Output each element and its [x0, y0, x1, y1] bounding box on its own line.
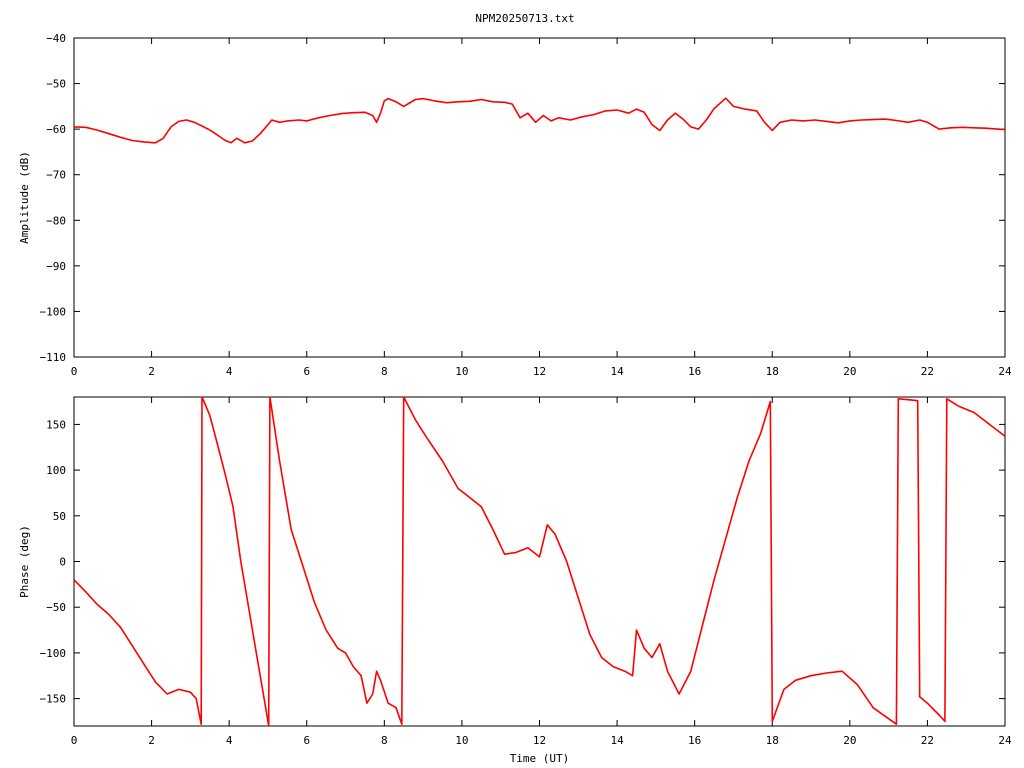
phase-plot-frame: [73, 396, 1006, 727]
phase-y-axis-label: Phase (deg): [18, 525, 31, 598]
amplitude-y-tick-label: −50: [46, 78, 66, 91]
phase-x-tick-label: 20: [843, 734, 856, 747]
phase-x-tick-label: 24: [998, 734, 1012, 747]
amplitude-x-tick-label: 18: [766, 365, 779, 378]
amplitude-y-tick-label: −40: [46, 32, 66, 45]
phase-x-tick-label: 14: [610, 734, 624, 747]
phase-x-tick-label: 22: [921, 734, 934, 747]
amplitude-y-axis-label: Amplitude (dB): [18, 151, 31, 244]
phase-x-tick-label: 6: [303, 734, 310, 747]
amplitude-x-tick-label: 22: [921, 365, 934, 378]
amplitude-series-line: [73, 97, 1006, 144]
phase-panel: 0 2 4 6 8 10 12 14 16 18 20 22 24−150−100−5005010015…: [18, 396, 1012, 765]
phase-x-tick-label: 0: [71, 734, 78, 747]
phase-x-tick-label: 18: [766, 734, 779, 747]
amplitude-x-tick-label: 4: [226, 365, 233, 378]
amplitude-y-tick-label: −70: [46, 169, 66, 182]
amplitude-x-tick-label: 20: [843, 365, 856, 378]
phase-y-tick-label: 100: [46, 464, 66, 477]
amplitude-x-tick-label: 10: [455, 365, 468, 378]
phase-x-tick-label: 2: [148, 734, 155, 747]
chart-title: NPM20250713.txt: [475, 12, 574, 25]
amplitude-x-tick-label: 0: [71, 365, 78, 378]
phase-x-tick-label: 10: [455, 734, 468, 747]
amplitude-x-tick-label: 12: [533, 365, 546, 378]
phase-y-tick-label: −150: [40, 693, 67, 706]
phase-y-tick-label: 50: [53, 510, 66, 523]
amplitude-y-tick-label: −110: [40, 351, 67, 364]
amplitude-x-tick-label: 2: [148, 365, 155, 378]
amplitude-y-tick-label: −90: [46, 260, 66, 273]
phase-y-tick-label: −100: [40, 647, 67, 660]
phase-y-tick-label: −50: [46, 601, 66, 614]
phase-x-tick-label: 8: [381, 734, 388, 747]
amplitude-plot-frame: [73, 37, 1006, 358]
phase-series-line: [73, 396, 1006, 727]
amplitude-x-tick-label: 24: [998, 365, 1012, 378]
amplitude-y-tick-label: −60: [46, 123, 66, 136]
amplitude-panel: 0 2 4 6 8 10 12 14 16 18 20 22 24−110−100−90−80−70−6…: [18, 32, 1012, 378]
phase-x-axis-label: Time (UT): [510, 752, 570, 765]
amplitude-y-tick-label: −100: [40, 305, 67, 318]
phase-x-tick-label: 16: [688, 734, 701, 747]
amplitude-y-tick-label: −80: [46, 214, 66, 227]
amplitude-x-tick-label: 14: [610, 365, 624, 378]
phase-x-tick-label: 12: [533, 734, 546, 747]
phase-y-tick-label: 0: [59, 556, 66, 569]
amplitude-x-tick-label: 16: [688, 365, 701, 378]
amplitude-x-tick-label: 8: [381, 365, 388, 378]
amplitude-x-tick-label: 6: [303, 365, 310, 378]
phase-y-tick-label: 150: [46, 418, 66, 431]
phase-x-tick-label: 4: [226, 734, 233, 747]
